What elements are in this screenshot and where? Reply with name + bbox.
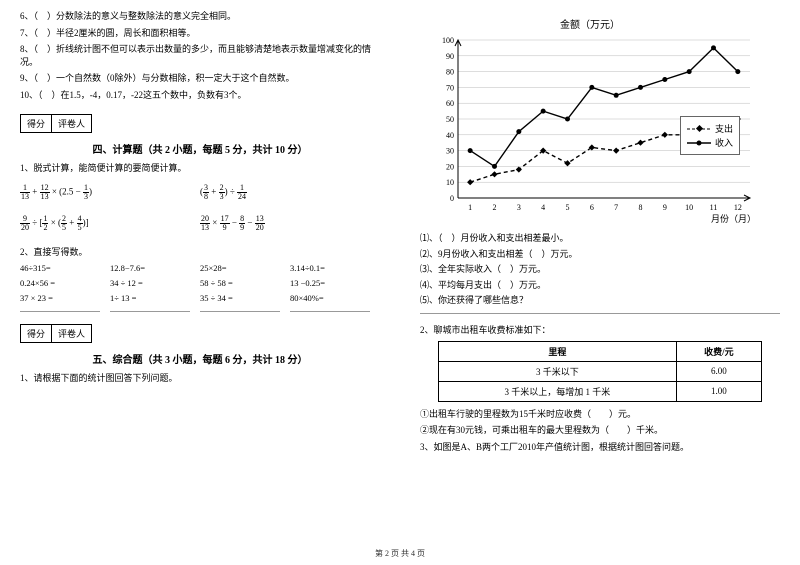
fill-3-1: 37 × 23 = xyxy=(20,293,110,304)
legend-income: 收入 xyxy=(687,136,733,149)
svg-text:10: 10 xyxy=(446,178,454,187)
math-row-2: 920 ÷ [12 × (25 + 45)] 2013 × 179 − 89 −… xyxy=(20,215,380,232)
score-box-4: 得分 评卷人 xyxy=(20,114,92,133)
page-footer: 第 2 页 共 4 页 xyxy=(0,548,800,559)
section-4-title: 四、计算题（共 2 小题，每题 5 分，共计 10 分） xyxy=(20,141,380,156)
svg-text:70: 70 xyxy=(446,83,454,92)
svg-text:3: 3 xyxy=(517,203,521,212)
svg-text:12: 12 xyxy=(734,203,742,212)
fill-row-1: 46÷315= 12.8−7.6= 25×28= 3.14÷0.1= xyxy=(20,263,380,274)
section-5-title: 五、综合题（共 3 小题，每题 6 分，共计 18 分） xyxy=(20,351,380,366)
question-6: 6、（ ）分数除法的意义与整数除法的意义完全相同。 xyxy=(20,10,380,23)
svg-text:2: 2 xyxy=(493,203,497,212)
score-label: 得分 xyxy=(21,115,52,132)
fare-r1c1: 3 千米以下 xyxy=(439,361,677,381)
question-10: 10、（ ）在1.5，-4，0.17，-22这五个数中，负数有3个。 xyxy=(20,89,380,102)
svg-text:60: 60 xyxy=(446,99,454,108)
taxi-fare-table: 里程 收费/元 3 千米以下 6.00 3 千米以上，每增加 1 千米 1.00 xyxy=(438,341,762,402)
fill-2-4: 13 −0.25= xyxy=(290,278,380,289)
fare-r2c2: 1.00 xyxy=(676,381,761,401)
svg-text:0: 0 xyxy=(450,194,454,203)
reviewer-label: 评卷人 xyxy=(52,115,91,132)
legend-expense: 支出 xyxy=(687,122,733,135)
left-column: 6、（ ）分数除法的意义与整数除法的意义完全相同。 7、（ ）半径2厘米的圆，周… xyxy=(0,0,400,565)
svg-text:9: 9 xyxy=(663,203,667,212)
svg-text:金额（万元）: 金额（万元） xyxy=(560,18,620,31)
fill-2-1: 0.24×56 = xyxy=(20,278,110,289)
fare-col-2: 收费/元 xyxy=(676,341,761,361)
svg-text:10: 10 xyxy=(685,203,693,212)
question-7: 7、（ ）半径2厘米的圆，周长和面积相等。 xyxy=(20,27,380,40)
chart-q1: ⑴、（ ）月份收入和支出相差最小。 xyxy=(420,232,780,245)
fill-2-3: 58 ÷ 58 = xyxy=(200,278,290,289)
fill-3-4: 80×40%= xyxy=(290,293,380,304)
chart-q2: ⑵、9月份收入和支出相差（ ）万元。 xyxy=(420,248,780,261)
svg-text:月份（月）: 月份（月） xyxy=(711,213,756,224)
legend-income-label: 收入 xyxy=(715,136,733,149)
question-9: 9、（ ）一个自然数（0除外）与分数相除，积一定大于这个自然数。 xyxy=(20,72,380,85)
fare-r2c1: 3 千米以上，每增加 1 千米 xyxy=(439,381,677,401)
chart-q4: ⑷、平均每月支出（ ）万元。 xyxy=(420,279,780,292)
fill-1-4: 3.14÷0.1= xyxy=(290,263,380,274)
chart-legend: 支出 收入 xyxy=(680,116,740,155)
svg-text:80: 80 xyxy=(446,68,454,77)
expr-2b: 2013 × 179 − 89 − 1320 xyxy=(200,215,380,232)
question-8: 8、（ ）折线统计图不但可以表示出数量的多少，而且能够清楚地表示数量增减变化的情… xyxy=(20,43,380,68)
svg-text:7: 7 xyxy=(614,203,618,212)
fill-row-2: 0.24×56 = 34 ÷ 12 = 58 ÷ 58 = 13 −0.25= xyxy=(20,278,380,289)
blank-row xyxy=(20,308,380,312)
composite-1: 1、请根据下面的统计图回答下列问题。 xyxy=(20,372,380,385)
fill-1-2: 12.8−7.6= xyxy=(110,263,200,274)
fare-col-1: 里程 xyxy=(439,341,677,361)
svg-text:8: 8 xyxy=(639,203,643,212)
fill-1-3: 25×28= xyxy=(200,263,290,274)
answer-line xyxy=(420,313,780,314)
table-row: 3 千米以下 6.00 xyxy=(439,361,762,381)
reviewer-label: 评卷人 xyxy=(52,325,91,342)
math-row-1: 113 + 1213 × (2.5 − 13) (38 + 23) ÷ 124 xyxy=(20,184,380,201)
svg-text:90: 90 xyxy=(446,52,454,61)
expr-2a: 920 ÷ [12 × (25 + 45)] xyxy=(20,215,200,232)
fill-3-3: 35 ÷ 34 = xyxy=(200,293,290,304)
svg-text:30: 30 xyxy=(446,147,454,156)
calc1-label: 1、脱式计算，能简便计算的要简便计算。 xyxy=(20,162,380,175)
legend-expense-label: 支出 xyxy=(715,122,733,135)
fill-2-2: 34 ÷ 12 = xyxy=(110,278,200,289)
taxi-q2: ②现在有30元钱，可乘出租车的最大里程数为（ ）千米。 xyxy=(420,424,780,437)
chart-q5: ⑸、你还获得了哪些信息？ xyxy=(420,294,780,307)
svg-text:11: 11 xyxy=(710,203,718,212)
right-column: 金额（万元）0102030405060708090100123456789101… xyxy=(400,0,800,565)
fare-r1c2: 6.00 xyxy=(676,361,761,381)
chart-questions: ⑴、（ ）月份收入和支出相差最小。 ⑵、9月份收入和支出相差（ ）万元。 ⑶、全… xyxy=(420,232,780,307)
chart-q3: ⑶、全年实际收入（ ）万元。 xyxy=(420,263,780,276)
svg-text:50: 50 xyxy=(446,115,454,124)
taxi-intro: 2、聊城市出租车收费标准如下： xyxy=(420,324,780,337)
expr-1b: (38 + 23) ÷ 124 xyxy=(200,184,380,201)
svg-text:100: 100 xyxy=(442,36,454,45)
fill-1-1: 46÷315= xyxy=(20,263,110,274)
score-label: 得分 xyxy=(21,325,52,342)
score-box-5: 得分 评卷人 xyxy=(20,324,92,343)
fill-row-3: 37 × 23 = 1÷ 13 = 35 ÷ 34 = 80×40%= xyxy=(20,293,380,304)
svg-text:6: 6 xyxy=(590,203,594,212)
fill-3-2: 1÷ 13 = xyxy=(110,293,200,304)
table-row: 3 千米以上，每增加 1 千米 1.00 xyxy=(439,381,762,401)
expr-1a: 113 + 1213 × (2.5 − 13) xyxy=(20,184,200,201)
factory-q: 3、如图是A、B两个工厂2010年产值统计图，根据统计图回答问题。 xyxy=(420,441,780,454)
svg-text:4: 4 xyxy=(541,203,545,212)
calc2-label: 2、直接写得数。 xyxy=(20,246,380,259)
svg-text:20: 20 xyxy=(446,162,454,171)
svg-text:1: 1 xyxy=(468,203,472,212)
svg-text:40: 40 xyxy=(446,131,454,140)
taxi-q1: ①出租车行驶的里程数为15千米时应收费（ ）元。 xyxy=(420,408,780,421)
svg-text:5: 5 xyxy=(566,203,570,212)
